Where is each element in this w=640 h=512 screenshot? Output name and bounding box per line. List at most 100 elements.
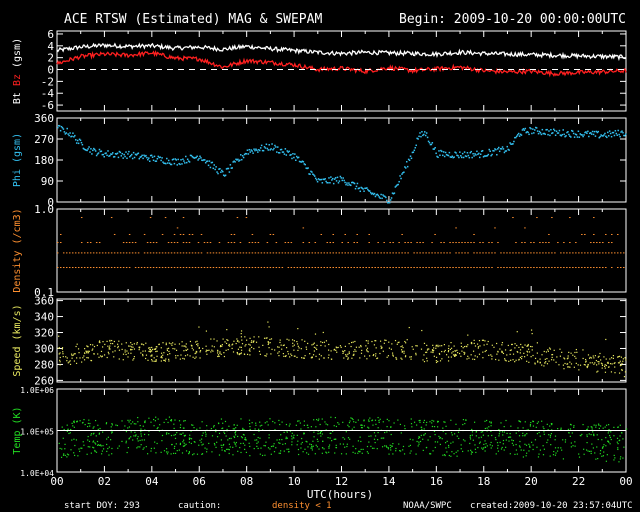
speed-point: [360, 344, 362, 347]
density-point: [86, 267, 89, 269]
density-point: [65, 252, 68, 254]
density-point: [248, 242, 251, 244]
density-point: [536, 217, 538, 219]
phi-point: [499, 147, 502, 150]
temp-point: [240, 451, 242, 454]
temp-point: [201, 438, 203, 440]
temp-point: [106, 443, 108, 446]
temp-point: [359, 451, 361, 453]
density-point: [515, 242, 517, 244]
speed-point: [568, 366, 570, 368]
phi-point: [551, 132, 553, 135]
speed-point: [82, 357, 84, 359]
temp-point: [490, 441, 492, 444]
temp-point: [73, 426, 75, 428]
phi-point: [510, 143, 512, 146]
phi-point: [374, 195, 377, 198]
y-tick-label: 340: [34, 311, 54, 324]
density-point: [272, 267, 275, 269]
phi-point: [463, 151, 466, 153]
temp-point: [433, 420, 435, 422]
phi-point: [173, 162, 176, 165]
density-point: [473, 252, 475, 254]
speed-point: [509, 349, 511, 352]
density-point: [110, 267, 113, 269]
phi-point: [332, 182, 335, 185]
density-point: [470, 267, 472, 269]
phi-point: [332, 177, 334, 180]
series-bz: [56, 49, 627, 78]
speed-point: [526, 360, 528, 362]
temp-point: [221, 427, 223, 430]
temp-point: [279, 423, 281, 426]
temp-point: [167, 421, 169, 424]
speed-point: [501, 342, 504, 344]
speed-point: [133, 358, 135, 360]
temp-point: [519, 421, 522, 423]
temp-point: [76, 421, 78, 423]
density-point: [512, 252, 514, 254]
speed-point: [245, 344, 247, 346]
phi-point: [200, 157, 202, 159]
temp-point: [358, 450, 360, 452]
temp-point: [208, 442, 210, 445]
speed-point: [174, 348, 176, 350]
temp-point: [157, 426, 159, 429]
temp-point: [86, 453, 88, 455]
speed-point: [432, 344, 434, 346]
phi-point: [337, 182, 340, 184]
phi-point: [322, 178, 325, 181]
speed-point: [185, 346, 187, 348]
speed-point: [86, 345, 88, 347]
temp-point: [97, 428, 99, 431]
temp-point: [276, 439, 278, 441]
temp-point: [69, 432, 71, 434]
temp-point: [62, 437, 64, 439]
y-label-part: (gsm): [12, 38, 23, 74]
speed-point: [195, 350, 197, 353]
phi-point: [559, 134, 562, 136]
phi-point: [91, 153, 93, 155]
density-point: [392, 242, 394, 244]
density-point: [467, 267, 469, 269]
speed-point: [228, 344, 230, 347]
speed-point: [213, 346, 215, 348]
density-point: [149, 267, 152, 269]
phi-point: [185, 155, 187, 158]
speed-point: [58, 347, 61, 349]
temp-point: [378, 421, 380, 423]
speed-point: [592, 355, 594, 357]
speed-point: [287, 353, 290, 355]
temp-point: [368, 420, 370, 423]
temp-point: [75, 439, 78, 441]
density-point: [251, 252, 254, 254]
temp-point: [529, 446, 531, 448]
speed-point: [258, 346, 260, 348]
temp-point: [560, 428, 562, 431]
speed-point: [262, 344, 264, 346]
phi-point: [64, 133, 67, 135]
density-point: [437, 267, 439, 269]
phi-point: [623, 134, 625, 137]
speed-point: [175, 357, 177, 359]
density-point: [206, 242, 209, 244]
temp-point: [299, 422, 301, 424]
phi-point: [592, 133, 595, 136]
speed-point: [327, 349, 330, 351]
density-point: [236, 267, 239, 269]
temp-point: [431, 425, 434, 428]
speed-point: [347, 358, 349, 360]
phi-point: [413, 149, 416, 152]
temp-point: [303, 432, 305, 434]
phi-point: [465, 155, 468, 158]
speed-point: [438, 352, 441, 355]
speed-point: [360, 346, 362, 348]
temp-point: [379, 418, 381, 420]
temp-point: [128, 437, 131, 439]
speed-point: [232, 343, 234, 345]
speed-point: [86, 351, 88, 353]
density-point: [593, 217, 595, 219]
temp-point: [450, 419, 452, 421]
temp-point: [64, 454, 66, 457]
density-point: [494, 227, 496, 229]
